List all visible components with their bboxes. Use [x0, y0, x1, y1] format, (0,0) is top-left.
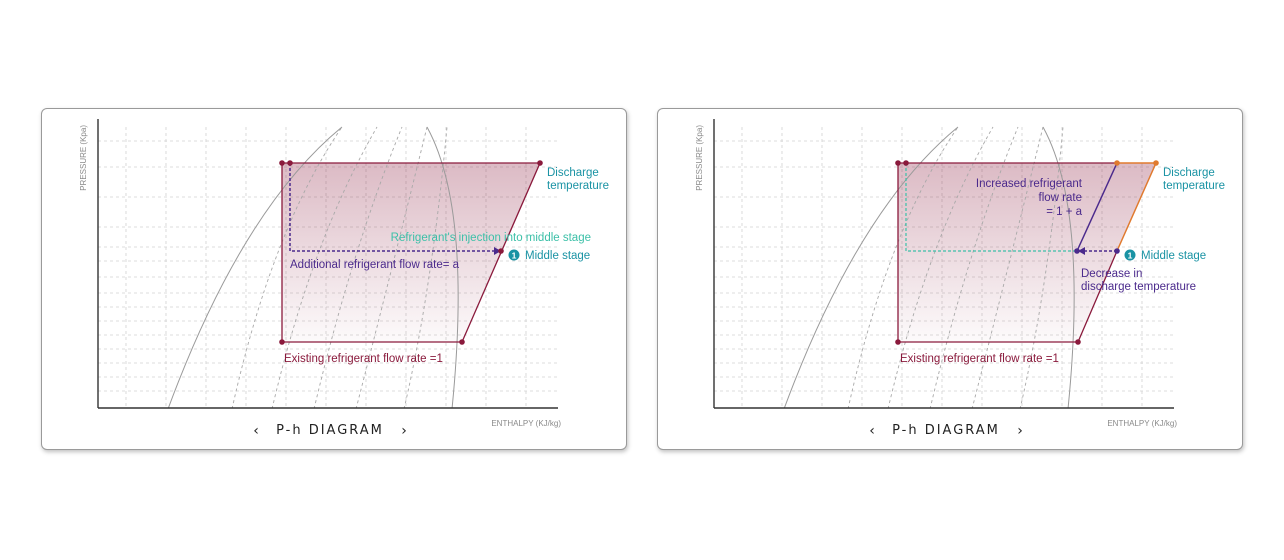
x-axis-label: ENTHALPY (KJ/kg) — [491, 419, 561, 428]
decrease-label-line1: Decrease in — [1081, 268, 1142, 280]
increased-flow-label-line1: Increased refrigerant — [976, 178, 1083, 190]
prev-arrow-button[interactable]: ‹ — [869, 423, 875, 439]
saturation-curve-liquid — [167, 126, 343, 408]
middle-stage-label: Middle stage — [525, 250, 590, 262]
y-axis-label: PRESSURE (Kpa) — [79, 125, 88, 191]
cycle-points — [279, 160, 543, 345]
middle-stage-badge — [1124, 249, 1136, 261]
cycle-area — [898, 163, 1156, 342]
existing-flow-label: Existing refrigerant flow rate =1 — [900, 353, 1059, 365]
saturation-curve-vapor — [1042, 126, 1075, 408]
additional-flow-label: Additional refrigerant flow rate= a — [290, 259, 460, 271]
increased-flow-label-line2: flow rate — [1039, 192, 1082, 204]
diagram-title: P-h DIAGRAM — [892, 423, 1000, 438]
decrease-label-line2: discharge temperature — [1081, 281, 1196, 293]
middle-stage-number: 1 — [1128, 251, 1133, 261]
discharge-label-line2: temperature — [1163, 180, 1225, 192]
discharge-label-line1: Discharge — [1163, 167, 1215, 179]
injection-label: Refrigerant's injection into middle stag… — [391, 232, 591, 244]
existing-flow-label: Existing refrigerant flow rate =1 — [284, 353, 443, 365]
increased-flow-line — [1076, 162, 1118, 252]
discharge-label-line2: temperature — [547, 180, 609, 192]
cycle-area — [282, 163, 540, 342]
cycle-points — [895, 160, 1159, 345]
isotherm-lines — [847, 126, 1064, 408]
increased-flow-label-line3: = 1 + a — [1046, 206, 1082, 218]
next-arrow-button[interactable]: › — [1017, 423, 1023, 439]
right-diagram-card: PRESSURE (Kpa) ENTHALPY (KJ/kg) Discharg… — [657, 108, 1243, 450]
y-axis-label: PRESSURE (Kpa) — [695, 125, 704, 191]
discharge-label-line1: Discharge — [547, 167, 599, 179]
saturation-curve-liquid — [783, 126, 959, 408]
injection-path — [289, 163, 494, 252]
left-ph-diagram: PRESSURE (Kpa) ENTHALPY (KJ/kg) Discharg… — [79, 119, 609, 439]
diagram-title: P-h DIAGRAM — [276, 423, 384, 438]
right-ph-diagram: PRESSURE (Kpa) ENTHALPY (KJ/kg) Discharg… — [695, 119, 1225, 439]
next-arrow-button[interactable]: › — [401, 423, 407, 439]
x-axis-label: ENTHALPY (KJ/kg) — [1107, 419, 1177, 428]
prev-arrow-button[interactable]: ‹ — [253, 423, 259, 439]
saturation-curve-vapor — [426, 126, 459, 408]
injection-arrow — [494, 247, 501, 255]
middle-stage-label: Middle stage — [1141, 250, 1206, 262]
isotherm-lines — [231, 126, 448, 408]
decrease-arrow-head — [1078, 247, 1085, 255]
middle-stage-number: 1 — [512, 251, 517, 261]
injection-path — [905, 163, 1077, 252]
left-diagram-card: PRESSURE (Kpa) ENTHALPY (KJ/kg) Discharg… — [41, 108, 627, 450]
middle-stage-badge — [508, 249, 520, 261]
